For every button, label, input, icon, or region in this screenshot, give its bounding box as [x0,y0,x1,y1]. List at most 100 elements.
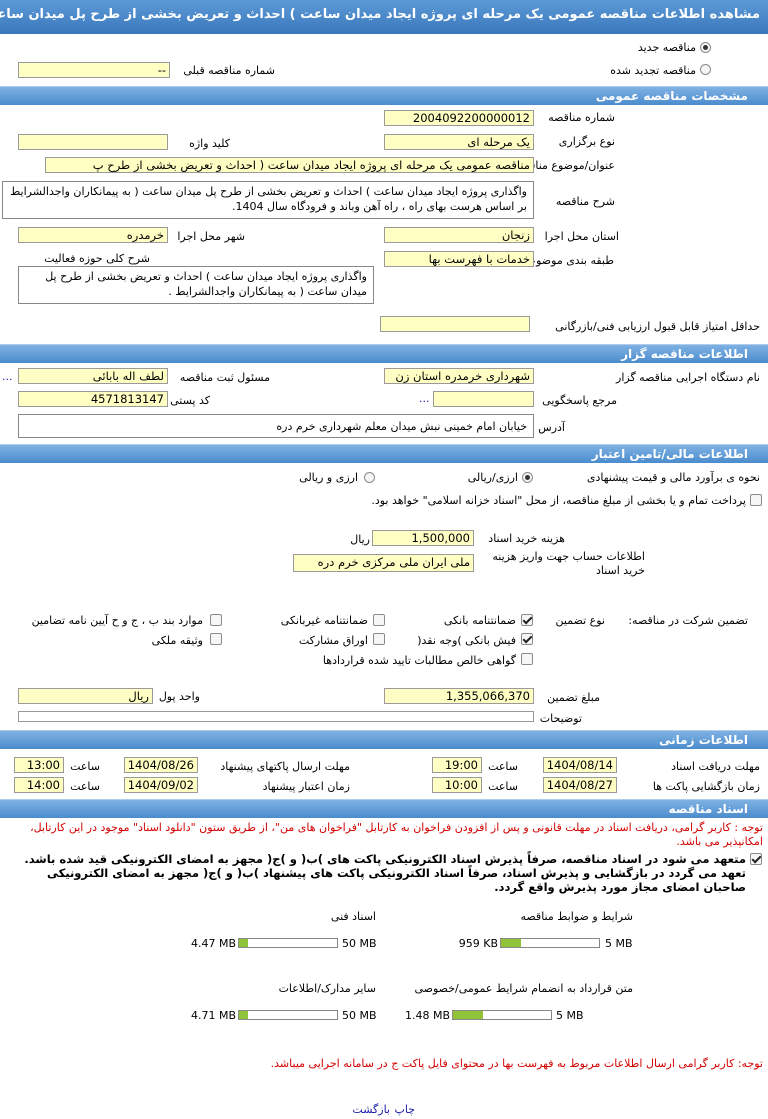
label: شماره مناقصه [548,111,615,124]
checkbox-label: اوراق مشارکت [298,634,368,647]
checkbox[interactable] [521,653,533,665]
label: مسئول ثبت مناقصه [179,371,270,384]
label: آدرس [538,421,565,434]
text-box: خیابان امام خمینی نبش میدان معلم شهرداری… [18,414,534,438]
label: کلید واژه [189,137,230,150]
radio[interactable] [700,64,711,75]
text-box: واگذاری پروژه ایجاد میدان ساعت ) احداث و… [2,181,534,219]
checkbox-label: گواهی خالص مطالبات تایید شده قراردادها [322,654,516,667]
field: 1404/09/02 [124,777,198,793]
label: واحد پول [158,690,200,703]
unit: ریال [350,533,370,546]
field: 1404/08/14 [543,757,617,773]
title-bar: مشاهده اطلاعات مناقصه عمومی یک مرحله ای … [0,0,768,34]
section-bar: اسناد مناقصه [0,799,768,818]
label: ساعت [488,760,518,773]
checkbox[interactable] [750,494,762,506]
progress [238,938,338,948]
field: خدمات با فهرست بها [384,251,534,267]
field: خرمدره [18,227,168,243]
file-max: 5 MB [605,937,633,950]
radio-label: مناقصه جدید [637,41,696,54]
checkbox[interactable] [373,633,385,645]
label: مهلت دریافت اسناد [671,760,760,773]
progress [238,1010,338,1020]
file-size: 959 KB [458,937,498,950]
checkbox-label: وثیقه ملکی [151,634,203,647]
page-title: مشاهده اطلاعات مناقصه عمومی یک مرحله ای … [0,7,760,22]
file-max: 50 MB [342,937,377,950]
file-label: سایر مدارک/اطلاعات [278,982,376,995]
file-label: متن قرارداد به انضمام شرایط عمومی/خصوصی [414,982,633,995]
progress [500,938,600,948]
field: 1404/08/27 [543,777,617,793]
label: مرجع پاسخگویی [542,394,617,407]
field: 13:00 [14,757,64,773]
label: اطلاعات حساب جهت واریز هزینه خرید اسناد [492,550,645,577]
label: مهلت ارسال پاکتهای پیشنهاد [220,760,350,773]
section-title: اطلاعات مناقصه گزار [621,347,748,361]
section-bar: مشخصات مناقصه عمومی [0,86,768,105]
checkbox[interactable] [210,633,222,645]
radio-label: ارزی/ریالی [467,471,518,484]
checkbox[interactable] [210,614,222,626]
radio[interactable] [700,42,711,53]
field: ملی ایران ملی مرکزی خرم دره [293,554,474,572]
label: نحوه ی برآورد مالی و قیمت پیشنهادی [586,471,760,484]
field: 1,355,066,370 [384,688,534,704]
print-link[interactable]: چاپ [394,1103,415,1116]
field [433,391,534,407]
field: 14:00 [14,777,64,793]
checkbox[interactable] [373,614,385,626]
file-size: 4.47 MB [190,937,236,950]
section-bar: اطلاعات مناقصه گزار [0,344,768,363]
section-title: مشخصات مناقصه عمومی [595,89,748,103]
note: توجه: کاربر گرامی ارسال اطلاعات مربوط به… [270,1057,763,1070]
progress-fill [239,939,248,947]
field: 2004092200000012 [384,110,534,126]
label: کد پستی [170,394,210,407]
back-link[interactable]: بازگشت [352,1103,390,1116]
checkbox-label: ضمانتنامه غیربانکی [280,614,368,627]
label: ساعت [488,780,518,793]
field: 1,500,000 [372,530,474,546]
label: شرح مناقصه [555,195,615,208]
checkbox-label: موارد بند ب ، ج و ح آیین نامه تضامین [31,614,203,627]
label: نام دستگاه اجرایی مناقصه گزار [616,371,760,384]
label: نوع تضمین [555,614,605,627]
checkbox-label: فیش بانکی )وجه نقد( [417,634,516,647]
note: توجه : کاربر گرامی، دریافت اسناد در مهلت… [30,821,763,848]
section-bar: اطلاعات زمانی [0,730,768,749]
more-link[interactable]: ... [419,392,430,405]
label: طبقه بندی موضوعی [520,254,614,267]
label: زمان بازگشایی پاکت ها [652,780,760,793]
label: استان محل اجرا [544,230,619,243]
field: مناقصه عمومی یک مرحله ای پروژه ایجاد مید… [45,157,534,173]
label: تضمین شرکت در مناقصه: [628,614,748,627]
label: شماره مناقصه قبلی [183,64,275,77]
field: یک مرحله ای [384,134,534,150]
label: هزینه خرید اسناد [488,532,565,545]
label: زمان اعتبار پیشنهاد [262,780,350,793]
progress-fill [453,1011,483,1019]
field [18,711,534,722]
radio[interactable] [364,472,375,483]
checkbox[interactable] [521,614,533,626]
file-max: 50 MB [342,1009,377,1022]
file-size: 1.48 MB [404,1009,450,1022]
more-link[interactable]: ... [2,370,13,383]
label: شهر محل اجرا [177,230,245,243]
radio-label: مناقصه تجدید شده [610,64,696,77]
field [18,134,168,150]
section-bar: اطلاعات مالی/تامین اعتبار [0,444,768,463]
label: ساعت [70,780,100,793]
label: توضیحات [539,712,582,725]
checkbox[interactable] [521,633,533,645]
radio[interactable] [522,472,533,483]
checkbox[interactable] [750,853,762,865]
field: 4571813147 [18,391,168,407]
field: 1404/08/26 [124,757,198,773]
text-box: واگذاری پروژه ایجاد میدان ساعت ) احداث و… [18,266,374,304]
checkbox-label: ضمانتنامه بانکی [443,614,516,627]
